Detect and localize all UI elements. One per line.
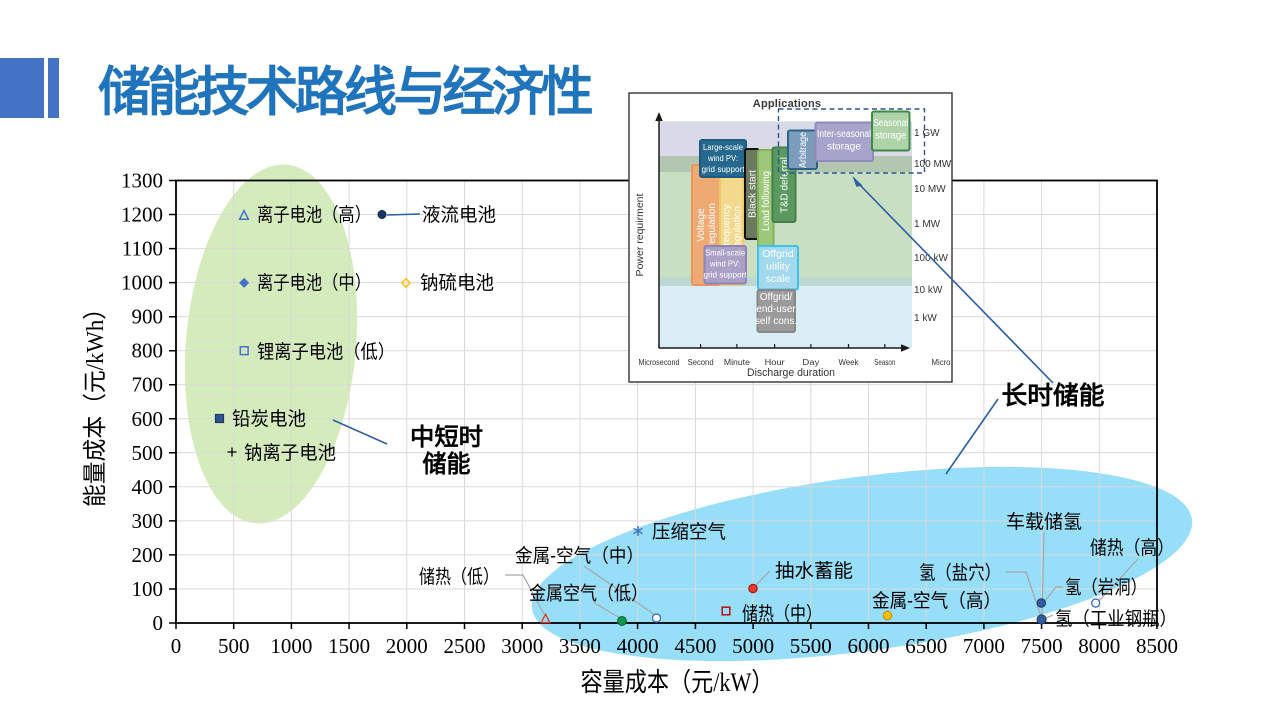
svg-text:6000: 6000 [848,634,890,658]
svg-text:1100: 1100 [122,237,163,261]
svg-text:1200: 1200 [121,203,163,227]
svg-text:Frequency: Frequency [722,204,733,251]
svg-text:7000: 7000 [963,634,1005,658]
svg-text:4000: 4000 [617,634,659,658]
svg-text:10 kW: 10 kW [914,285,943,296]
svg-text:Offgrid: Offgrid [762,248,793,260]
svg-text:金属-空气（中）: 金属-空气（中） [515,545,644,567]
svg-text:900: 900 [132,305,164,329]
svg-text:10 MW: 10 MW [914,184,946,195]
svg-text:钠硫电池: 钠硫电池 [420,272,494,294]
svg-text:Voltage: Voltage [696,208,707,242]
svg-text:Large-scale: Large-scale [703,142,743,152]
svg-text:1 kW: 1 kW [914,313,937,324]
svg-text:车载储氢: 车载储氢 [1006,511,1082,533]
svg-text:6500: 6500 [905,634,947,658]
svg-text:500: 500 [218,634,250,658]
svg-text:Week: Week [839,357,860,367]
svg-text:Seasonal: Seasonal [873,118,908,129]
svg-text:wind PV:: wind PV: [709,259,740,269]
svg-text:氢（工业钢瓶）: 氢（工业钢瓶） [1055,608,1177,630]
svg-text:200: 200 [132,543,164,567]
svg-text:1 GW: 1 GW [914,128,940,139]
svg-text:Power requirment: Power requirment [634,193,646,276]
svg-text:3500: 3500 [559,634,601,658]
svg-text:氢（盐穴）: 氢（盐穴） [919,562,1001,584]
svg-text:regulation: regulation [733,206,744,250]
svg-text:regulation: regulation [707,203,718,247]
svg-text:100: 100 [132,577,164,601]
svg-text:400: 400 [132,475,164,499]
svg-text:Arbitrage: Arbitrage [798,132,809,168]
svg-text:4500: 4500 [674,634,716,658]
svg-text:storage: storage [827,142,861,153]
svg-text:Small-scale: Small-scale [705,248,745,258]
svg-text:grid support: grid support [704,270,748,280]
svg-text:Season: Season [874,357,895,367]
svg-text:储热（高）: 储热（高） [1090,537,1174,559]
svg-text:氢（岩洞）: 氢（岩洞） [1065,577,1147,599]
svg-text:抽水蓄能: 抽水蓄能 [775,560,853,582]
svg-text:storage: storage [875,131,906,142]
svg-text:2000: 2000 [386,634,428,658]
svg-text:5000: 5000 [732,634,774,658]
svg-text:0: 0 [171,634,182,658]
svg-text:scale: scale [766,273,791,285]
svg-text:Discharge duration: Discharge duration [747,367,835,379]
svg-text:Offgrid/: Offgrid/ [760,292,793,303]
svg-text:1000: 1000 [270,634,312,658]
svg-text:100 MW: 100 MW [914,159,952,170]
svg-text:Black start: Black start [748,170,759,218]
svg-text:wind PV:: wind PV: [707,153,738,163]
svg-text:Micro: Micro [932,357,951,367]
svg-text:T&D deferral: T&D deferral [780,157,791,213]
svg-text:金属空气（低）: 金属空气（低） [529,583,648,605]
svg-text:300: 300 [132,509,164,533]
svg-text:长时储能: 长时储能 [1002,381,1105,410]
svg-text:锂离子电池（低）: 锂离子电池（低） [257,341,395,363]
svg-text:8000: 8000 [1078,634,1120,658]
svg-text:2500: 2500 [444,634,486,658]
svg-text:8500: 8500 [1136,634,1178,658]
svg-text:1 MW: 1 MW [914,219,941,230]
svg-text:储热（低）: 储热（低） [419,566,499,588]
svg-text:储能: 储能 [423,450,471,478]
svg-text:压缩空气: 压缩空气 [652,521,726,543]
svg-text:1300: 1300 [121,169,163,193]
svg-text:Hour: Hour [765,357,785,367]
svg-text:铅炭电池: 铅炭电池 [232,408,306,430]
svg-text:utility: utility [766,261,791,273]
svg-text:0: 0 [153,611,164,635]
svg-text:Inter-seasonal: Inter-seasonal [817,129,871,140]
svg-text:end-user: end-user [756,304,796,315]
svg-text:中短时: 中短时 [410,423,483,451]
svg-text:能量成本（元/kWh）: 能量成本（元/kWh） [82,297,109,507]
svg-text:Microsecond: Microsecond [639,357,680,367]
svg-text:800: 800 [132,339,164,363]
svg-text:液流电池: 液流电池 [422,204,496,226]
svg-text:钠离子电池: 钠离子电池 [244,442,336,464]
svg-text:500: 500 [132,441,164,465]
svg-text:3000: 3000 [501,634,543,658]
svg-text:Second: Second [688,357,714,367]
svg-text:储热（中）: 储热（中） [742,603,822,625]
svg-text:Applications: Applications [753,98,821,110]
svg-text:self cons.: self cons. [755,316,797,327]
svg-text:Load following: Load following [761,171,772,231]
svg-text:600: 600 [132,407,164,431]
svg-text:grid support: grid support [702,164,746,174]
svg-text:700: 700 [132,373,164,397]
svg-text:Minute: Minute [724,357,750,367]
svg-text:金属-空气（高）: 金属-空气（高） [872,590,1001,612]
svg-text:Day: Day [802,357,820,367]
svg-text:1500: 1500 [328,634,370,658]
svg-text:7500: 7500 [1021,634,1063,658]
svg-text:容量成本（元/kW）: 容量成本（元/kW） [581,668,774,697]
svg-text:离子电池（高）: 离子电池（高） [257,204,371,226]
svg-text:1000: 1000 [121,271,163,295]
svg-text:5500: 5500 [790,634,832,658]
svg-text:离子电池（中）: 离子电池（中） [257,272,371,294]
